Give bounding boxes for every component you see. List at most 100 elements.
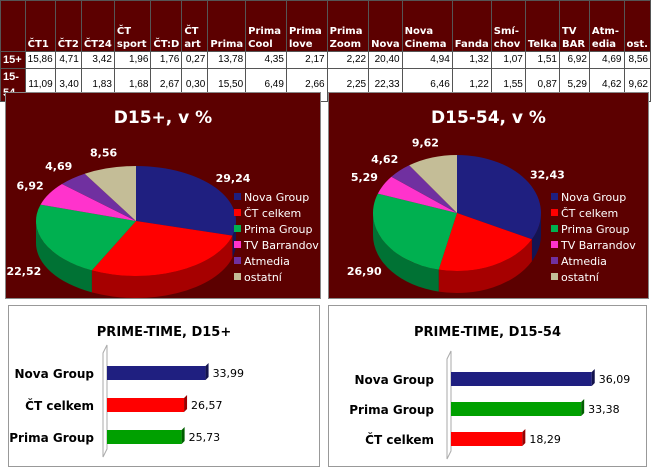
legend-item: Nova Group xyxy=(561,191,626,204)
pie-slice xyxy=(36,204,136,271)
chart-title: D15+, v % xyxy=(114,108,212,128)
table-cell: 4,71 xyxy=(54,51,82,69)
category-label: ČT celkem xyxy=(25,398,94,413)
pie-slice-side xyxy=(35,221,92,293)
bar-end xyxy=(591,369,595,386)
table-cell: 13,78 xyxy=(207,51,247,69)
table-cell: 6,92 xyxy=(558,51,590,69)
legend-item: Nova Group xyxy=(244,191,309,204)
table-cell: 2,17 xyxy=(285,51,328,69)
table-cell: 15,86 xyxy=(24,51,56,69)
bar-end xyxy=(181,427,185,444)
pie-slice xyxy=(61,173,137,221)
pie-chart-d15plus: D15+, v %29,2427,9822,526,924,698,56Nova… xyxy=(7,108,319,298)
legend-item: ČT celkem xyxy=(244,207,301,220)
column-header: Nova xyxy=(368,0,403,52)
legend-item: Atmedia xyxy=(561,255,607,268)
category-label: Prima Group xyxy=(9,431,94,445)
pie-panel-d15-54: D15-54, v % 32,43 20,97 26,90 5,29 4,62 9,62 No… xyxy=(328,92,649,299)
bar xyxy=(107,430,182,444)
data-label: 9,62 xyxy=(412,136,439,149)
legend-swatch xyxy=(234,209,241,216)
pie-slice xyxy=(409,155,457,213)
legend-swatch xyxy=(551,257,558,264)
column-header: Smí-chov xyxy=(490,0,526,52)
column-header: ČT:D xyxy=(150,0,183,52)
pie-slice xyxy=(377,176,457,213)
bar-end xyxy=(205,363,209,380)
data-label: 20,97 xyxy=(485,296,520,298)
pie-slice xyxy=(373,193,457,270)
data-label: 18,29 xyxy=(529,433,561,446)
legend-item: Prima Group xyxy=(244,223,312,236)
legend-item: Atmedia xyxy=(244,255,290,268)
legend-swatch xyxy=(234,225,241,232)
data-label: 6,92 xyxy=(17,180,44,193)
pie-slice xyxy=(91,221,233,276)
bar-end xyxy=(184,395,188,412)
bar xyxy=(451,432,523,446)
data-label: 26,90 xyxy=(347,265,382,278)
pie-slice xyxy=(457,155,541,240)
table-cell: 2,22 xyxy=(326,51,370,69)
bar-chart-d15-54: PRIME-TIME, D15-54 36,09 Nova Group 33,38 Pr… xyxy=(349,325,631,460)
pie-panel-d15plus: D15+, v %29,2427,9822,526,924,698,56Nova… xyxy=(5,92,321,299)
legend-swatch xyxy=(234,241,241,248)
table-cell: 3,42 xyxy=(80,51,115,69)
data-label: 4,69 xyxy=(45,160,72,173)
table-cell: 1,07 xyxy=(490,51,526,69)
data-label: 5,29 xyxy=(351,171,378,184)
data-label: 22,52 xyxy=(7,265,42,278)
bar-chart-d15plus: PRIME-TIME, D15+ 33,99 Nova Group 26,57 ČT c… xyxy=(9,325,245,458)
category-label: ČT celkem xyxy=(365,432,434,447)
axis-wall xyxy=(102,344,108,458)
table-cell: 1,32 xyxy=(451,51,492,69)
table-cell: 4,69 xyxy=(588,51,625,69)
table-row: 15+ 15,86 4,71 3,42 1,96 1,76 0,27 13,78 4,35 2,1… xyxy=(0,51,651,69)
row-label: 15+ xyxy=(0,51,26,69)
pie-slice xyxy=(391,165,457,213)
pie-slice xyxy=(40,184,136,221)
pie-chart-d15-54: D15-54, v % 32,43 20,97 26,90 5,29 4,62 9,62 No… xyxy=(347,108,636,298)
column-header: Prima love xyxy=(285,0,328,52)
legend-item: TV Barrandov xyxy=(243,239,319,252)
legend-swatch xyxy=(551,273,558,280)
pie-slice xyxy=(438,213,532,271)
table-cell: 4,35 xyxy=(245,51,287,69)
pie-slice-side xyxy=(531,213,541,262)
pie-slice-side xyxy=(373,213,439,292)
legend-item: TV Barrandov xyxy=(560,239,636,252)
chart-title: D15-54, v % xyxy=(431,108,546,128)
data-label: 36,09 xyxy=(599,373,631,386)
category-label: Nova Group xyxy=(354,373,434,387)
column-header xyxy=(0,0,26,52)
column-header: ost. xyxy=(623,0,651,52)
table-cell: 20,40 xyxy=(368,51,403,69)
column-header: Prima Zoom xyxy=(326,0,370,52)
chart-title: PRIME-TIME, D15+ xyxy=(97,325,231,340)
legend-swatch xyxy=(551,209,558,216)
bar-panel-d15-54: PRIME-TIME, D15-54 36,09 Nova Group 33,38 Pr… xyxy=(328,305,647,467)
table-cell: 0,27 xyxy=(181,51,209,69)
legend-item: ostatní xyxy=(561,271,600,284)
data-label: 33,38 xyxy=(588,403,620,416)
chart-title: PRIME-TIME, D15-54 xyxy=(414,325,561,340)
pie-slice-side xyxy=(438,239,532,293)
column-header: Nova Cinema xyxy=(401,0,453,52)
bar-end xyxy=(522,429,526,446)
legend-swatch xyxy=(234,257,241,264)
legend-swatch xyxy=(551,193,558,200)
column-header: Prima Cool xyxy=(245,0,287,52)
bar xyxy=(451,402,582,416)
bar-panel-d15plus: PRIME-TIME, D15+ 33,99 Nova Group 26,57 ČT c… xyxy=(8,305,320,467)
bar xyxy=(451,372,592,386)
column-header: ČT2 xyxy=(54,0,82,52)
column-header: ČT1 xyxy=(24,0,56,52)
table-cell: 8,56 xyxy=(623,51,651,69)
legend-swatch xyxy=(234,273,241,280)
data-label: 33,99 xyxy=(213,367,245,380)
column-header: Telka xyxy=(524,0,560,52)
column-header: ČT art xyxy=(181,0,209,52)
column-header: ČT sport xyxy=(113,0,152,52)
legend-item: Prima Group xyxy=(561,223,629,236)
